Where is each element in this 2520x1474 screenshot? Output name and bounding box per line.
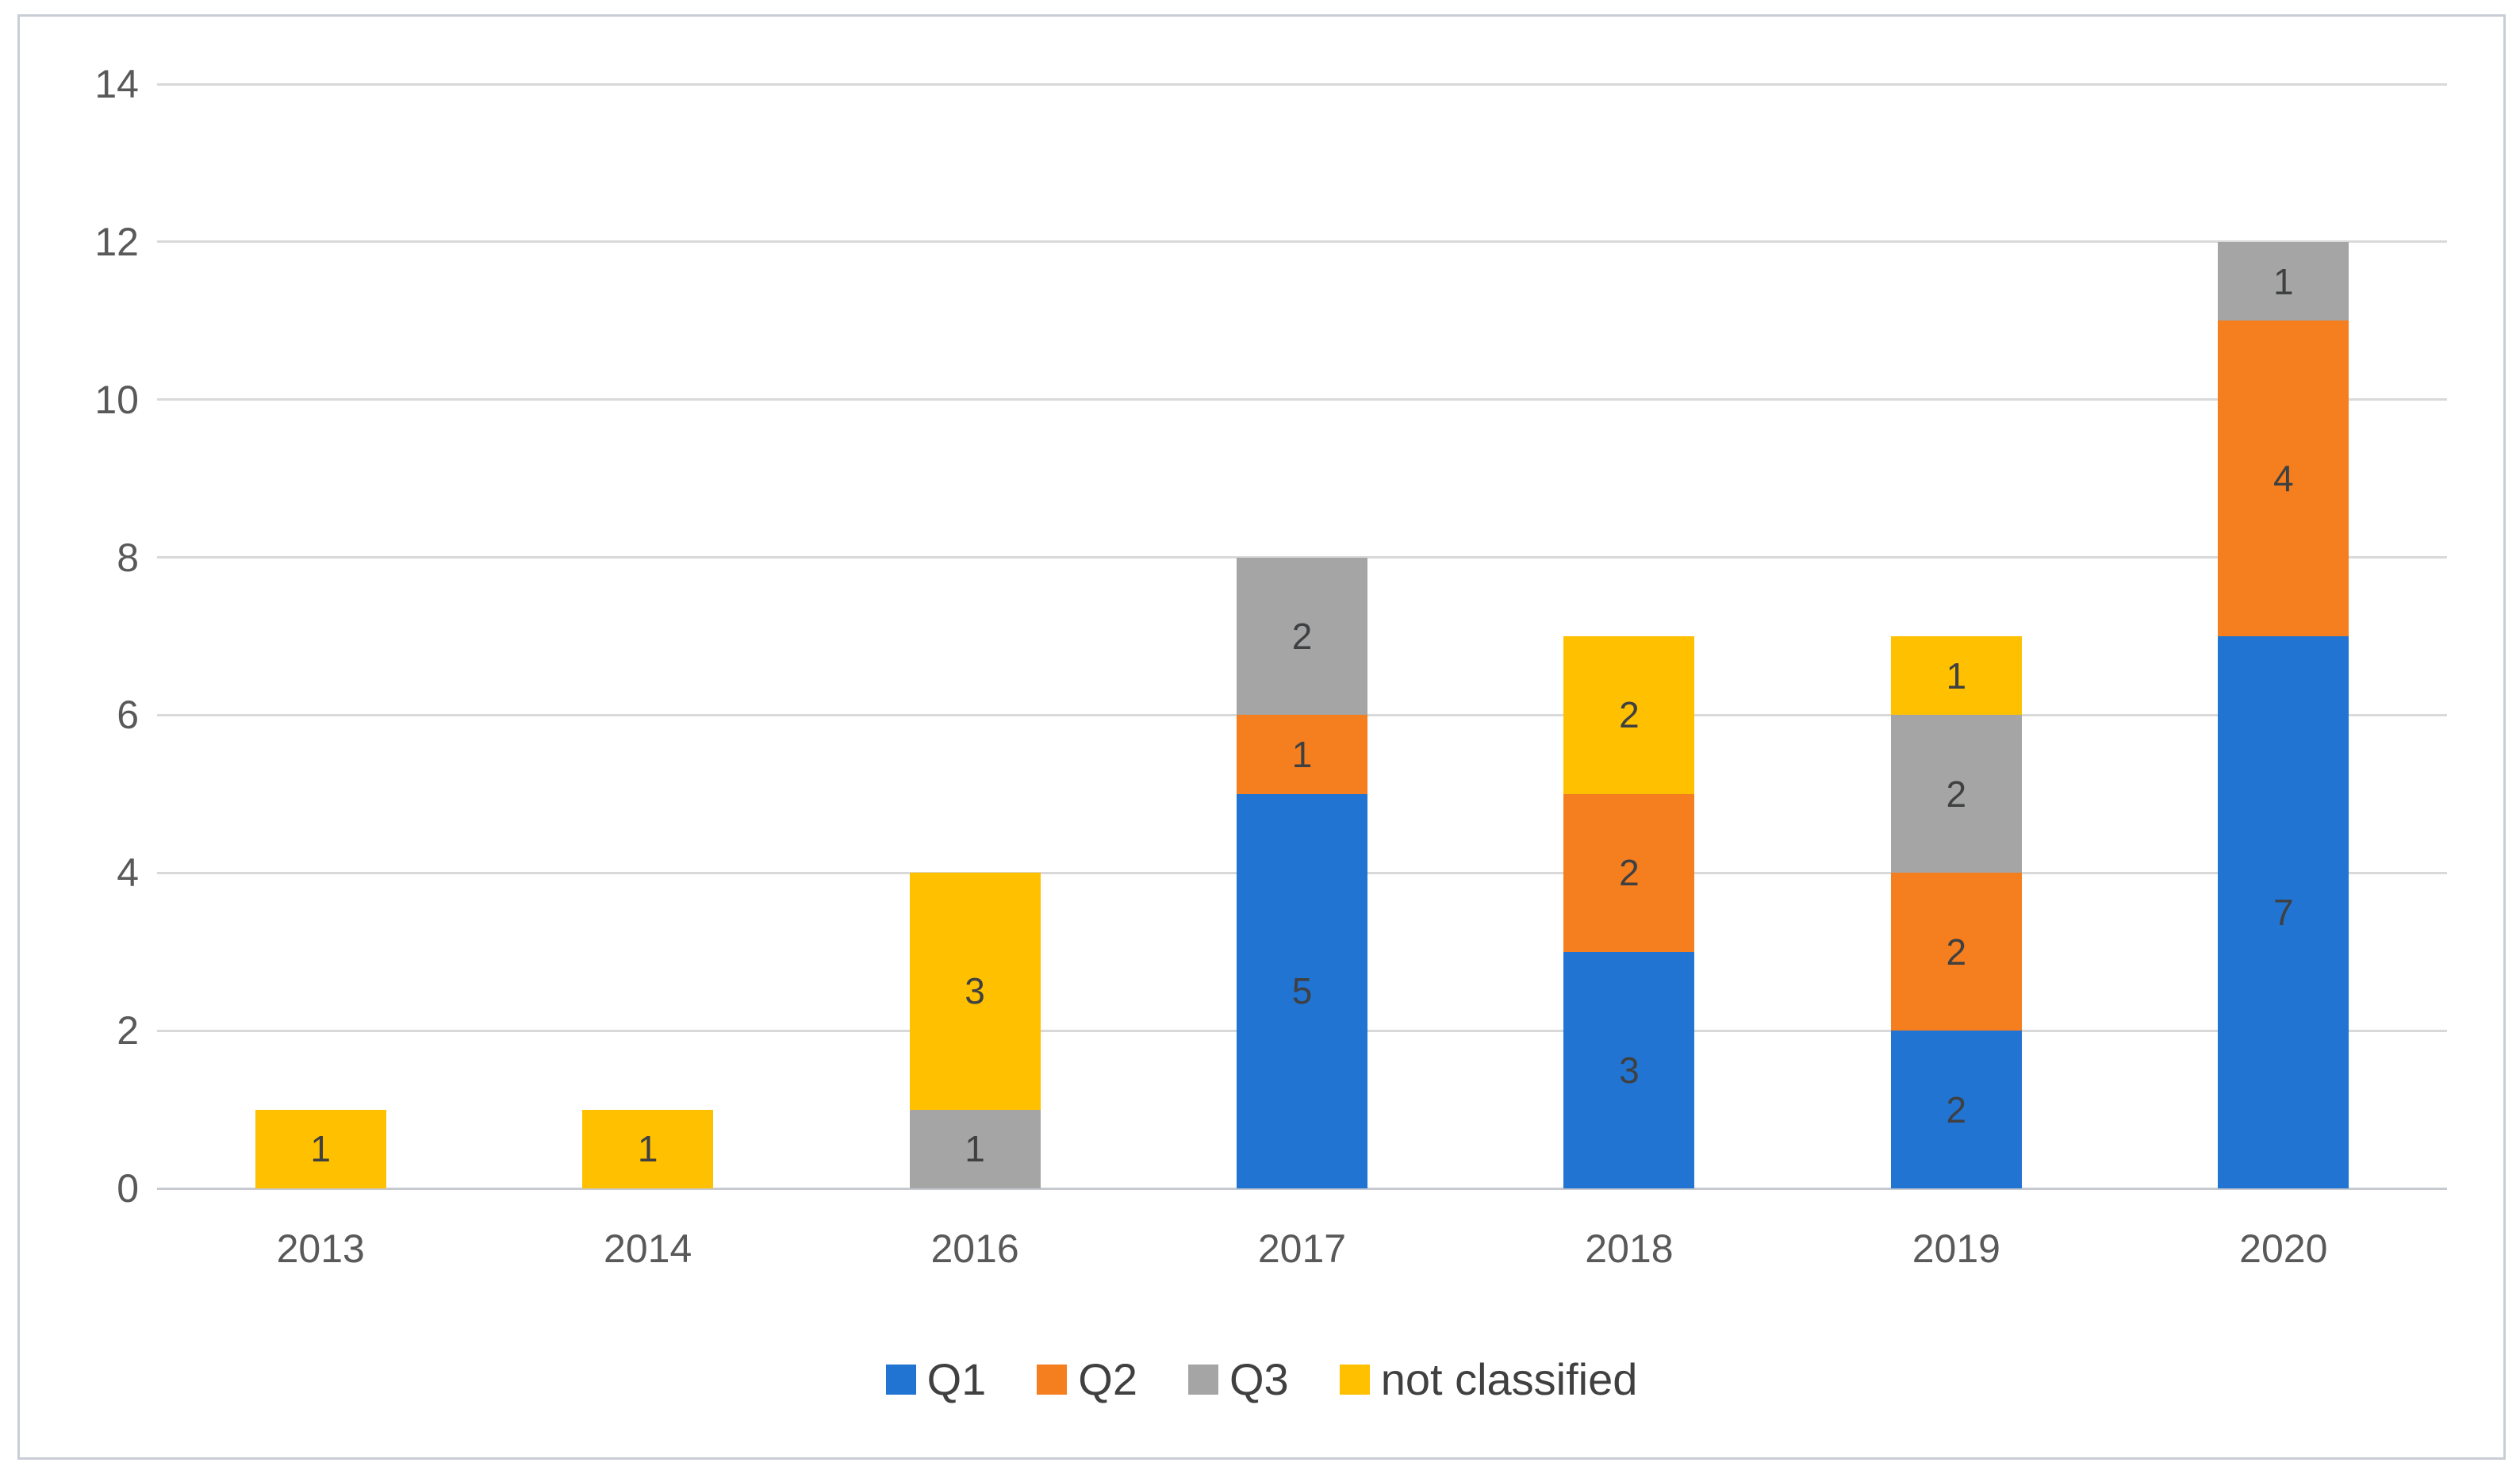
bar-segment-q2-2019: 2 [1890,873,2022,1031]
bar-segment-q3-2020: 1 [2218,241,2349,321]
legend-label: not classified [1380,1354,1638,1404]
bar-segment-not-classified-2019: 1 [1890,636,2022,716]
x-axis-tick-label: 2019 [1912,1226,2000,1271]
bar-segment-q3-2016: 1 [909,1109,1041,1188]
y-axis-tick-label: 6 [117,693,139,738]
x-axis-tick-label: 2018 [1585,1226,1674,1271]
bar-segment-q3-2017: 2 [1237,557,1367,716]
legend-item-q1: Q1 [885,1354,987,1404]
bar-segment-q1-2020: 7 [2218,636,2349,1188]
legend-swatch-icon [1037,1365,1068,1395]
bar-segment-not-classified-2013: 1 [255,1109,386,1188]
x-axis-tick-label: 2020 [2239,1226,2328,1271]
data-label: 3 [1619,1049,1640,1091]
legend-label: Q3 [1229,1354,1289,1404]
x-axis-tick-label: 2016 [930,1226,1019,1271]
data-label: 1 [310,1128,331,1170]
y-axis-tick-label: 4 [117,850,139,896]
legend-item-q2: Q2 [1037,1356,1137,1403]
data-label: 7 [2273,892,2294,933]
x-axis-tick-label: 2017 [1257,1226,1347,1271]
data-label: 2 [1619,694,1640,736]
bar-segment-q1-2017: 5 [1237,793,1367,1188]
data-label: 4 [2273,458,2294,500]
chart-frame: Q1 Q2 Q3 not classified 0 2 4 6 8 10 12 14 1 2013 1 20… [17,14,2506,1460]
y-axis-tick-label: 14 [94,62,139,106]
data-label: 1 [637,1128,658,1170]
bar-segment-q2-2018: 2 [1563,793,1695,952]
y-axis-tick-label: 8 [117,535,139,580]
legend-item-not-classified: not classified [1339,1354,1638,1404]
data-label: 1 [1946,654,1967,697]
bar-segment-not-classified-2018: 2 [1563,636,1695,794]
x-axis-tick-label: 2014 [604,1226,692,1271]
y-axis-tick-label: 2 [117,1008,139,1054]
legend-swatch-icon [1339,1365,1370,1395]
data-label: 1 [1291,734,1313,776]
data-label: 2 [1291,615,1313,657]
legend-label: Q1 [926,1354,987,1404]
legend-item-q3: Q3 [1187,1354,1289,1404]
bar-segment-not-classified-2014: 1 [582,1109,714,1188]
legend: Q1 Q2 Q3 not classified [20,1356,2503,1403]
data-label: 3 [965,970,985,1012]
gridline [157,240,2447,244]
bar-segment-q1-2019: 2 [1890,1031,2022,1188]
bar-segment-q3-2019: 2 [1890,715,2022,873]
gridline [157,398,2447,401]
data-label: 2 [1619,852,1640,894]
data-label: 2 [1946,773,1967,815]
data-label: 2 [1946,1088,1967,1130]
y-axis-tick-label: 12 [94,219,139,264]
data-label: 1 [965,1128,985,1170]
bar-segment-not-classified-2016: 3 [909,873,1041,1110]
bar-segment-q1-2018: 3 [1563,951,1695,1188]
legend-label: Q2 [1078,1354,1137,1404]
legend-swatch-icon [885,1365,916,1395]
y-axis-tick-label: 10 [94,377,139,422]
gridline [157,83,2447,86]
y-axis-tick-label: 0 [117,1166,139,1211]
data-label: 2 [1946,931,1967,973]
x-axis-tick-label: 2013 [276,1226,365,1271]
x-axis-line [157,1187,2447,1190]
data-label: 1 [2273,260,2294,302]
data-label: 5 [1291,970,1313,1012]
bar-segment-q2-2017: 1 [1237,715,1367,794]
legend-swatch-icon [1187,1365,1218,1395]
bar-segment-q2-2020: 4 [2218,321,2349,636]
